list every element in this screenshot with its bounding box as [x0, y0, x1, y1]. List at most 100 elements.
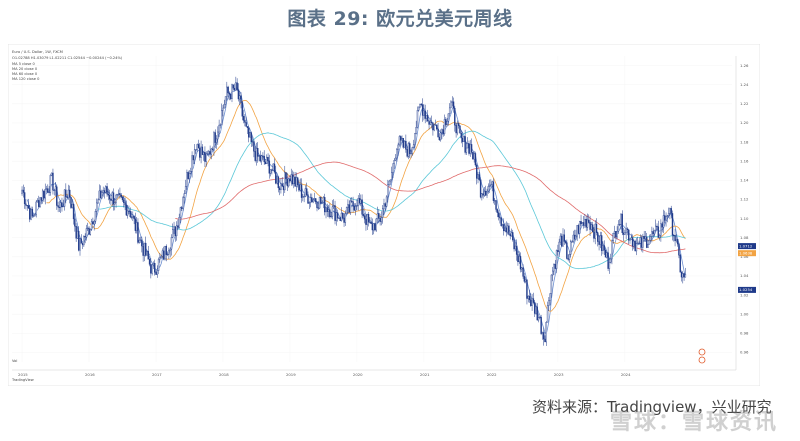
candle-body	[56, 186, 58, 206]
candle-body	[278, 187, 281, 190]
candle-body	[387, 184, 389, 198]
candle-body	[588, 219, 590, 223]
candle-body	[31, 208, 34, 217]
x-tick-label: 2018	[219, 372, 229, 377]
candle-body	[380, 217, 383, 222]
event-badge-icon[interactable]	[698, 356, 706, 364]
candle-body	[93, 220, 95, 225]
candle-body	[487, 186, 490, 192]
candle-body	[378, 213, 380, 219]
candle-body	[211, 148, 214, 151]
price-tag-label: 1.0712	[739, 243, 753, 248]
candle-body	[657, 226, 660, 238]
candle-body	[365, 218, 367, 225]
candle-body	[452, 101, 455, 109]
candle-body	[611, 240, 613, 260]
candle-body	[266, 156, 268, 165]
candle-body	[125, 204, 128, 216]
candle-body	[36, 200, 39, 203]
candle-body	[206, 153, 209, 155]
candle-body	[526, 279, 528, 299]
candle-body	[311, 197, 313, 203]
candle-body	[621, 213, 623, 234]
candle-body	[557, 250, 559, 252]
y-tick-label: 1.18	[740, 139, 749, 144]
candle-body	[357, 198, 359, 206]
candle-body	[168, 250, 170, 255]
candle-body	[354, 206, 357, 211]
candle-body	[524, 279, 527, 282]
candle-body	[200, 146, 202, 158]
candle-body	[165, 245, 168, 255]
candle-body	[676, 239, 679, 245]
candle-body	[442, 129, 444, 134]
candle-body	[169, 248, 171, 251]
x-tick-label: 2021	[420, 372, 430, 377]
candle-body	[302, 196, 304, 198]
candle-body	[273, 163, 276, 173]
y-tick-label: 1.06	[740, 254, 749, 259]
candle-body	[317, 207, 319, 209]
candle-body	[99, 190, 102, 199]
candle-body	[276, 176, 278, 184]
candle-body	[34, 213, 36, 216]
candle-body	[428, 120, 430, 125]
candle-body	[72, 204, 75, 220]
event-badge-icon[interactable]	[698, 348, 706, 356]
candle-body	[65, 189, 67, 197]
candle-body	[331, 206, 334, 217]
candle-body	[69, 189, 71, 198]
candle-body	[488, 184, 491, 187]
candle-body	[423, 110, 425, 116]
candle-body	[548, 300, 550, 306]
candle-body	[595, 223, 598, 233]
candle-body	[88, 227, 90, 235]
candle-body	[228, 92, 231, 95]
candle-body	[415, 127, 417, 134]
candle-body	[552, 270, 554, 276]
x-axis: 2015 2016 2017 2018 2019 2020 2021 2022 2023 2024	[12, 369, 736, 377]
x-tick-label: 2023	[554, 372, 564, 377]
candle-body	[608, 262, 611, 269]
candle-body	[570, 241, 572, 255]
x-tick-label: 2020	[353, 372, 363, 377]
candle-body	[41, 190, 44, 201]
candle-body	[83, 235, 85, 246]
candle-body	[419, 104, 421, 108]
event-badges[interactable]	[698, 348, 706, 364]
candle-body	[445, 119, 447, 125]
candle-body	[32, 215, 35, 217]
candle-body	[683, 273, 685, 278]
candle-body	[164, 245, 166, 260]
ma120-line	[175, 161, 686, 254]
candle-body	[545, 322, 547, 343]
candle-body	[617, 224, 620, 232]
candle-body	[590, 224, 593, 230]
candle-body	[334, 205, 336, 221]
candle-body	[649, 236, 652, 241]
candle-body	[342, 212, 344, 219]
y-tick-label: 1.20	[740, 120, 749, 125]
candle-body	[147, 251, 149, 260]
candle-body	[546, 305, 549, 323]
candle-body	[115, 194, 117, 203]
candle-body	[450, 101, 452, 109]
candle-body	[329, 209, 331, 218]
candle-body	[76, 230, 79, 239]
candle-body	[187, 172, 189, 179]
candle-body	[105, 186, 107, 193]
candle-body	[497, 212, 500, 218]
candle-body	[92, 221, 94, 225]
candle-body	[220, 109, 223, 126]
candlestick-chart[interactable]: 0.96 0.98 1.00 1.02 1.04 1.06 1.08 1.10 1.12 1.14…	[8, 44, 760, 386]
candle-body	[673, 235, 675, 237]
candle-body	[666, 215, 669, 217]
candle-body	[393, 160, 395, 164]
chart-panel[interactable]: 0.96 0.98 1.00 1.02 1.04 1.06 1.08 1.10 1.12 1.14…	[8, 44, 760, 386]
candle-body	[388, 180, 390, 185]
y-tick-label: 0.96	[740, 350, 749, 355]
candle-body	[612, 232, 614, 242]
candle-body	[410, 153, 412, 155]
candle-body	[568, 254, 571, 260]
candle-body	[325, 207, 327, 213]
